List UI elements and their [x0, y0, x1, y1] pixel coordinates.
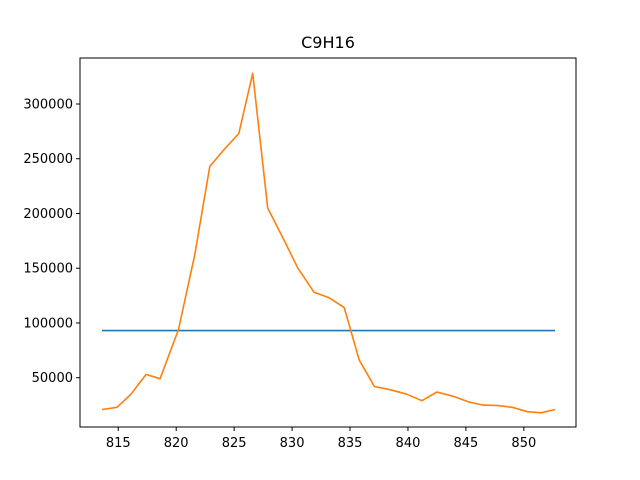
y-tick-label: 150000: [23, 262, 73, 277]
x-tick-label: 825: [222, 436, 247, 451]
series-layer: [101, 72, 556, 414]
x-tick-label: 840: [396, 436, 421, 451]
plot-frame: [79, 57, 577, 428]
series-line-2: [101, 72, 556, 414]
axis-layer: 815 820 825 830 835 840 845 850 50000 100000 15000…: [23, 97, 536, 451]
x-tick-label: 815: [106, 436, 131, 451]
y-tick-label: 50000: [32, 371, 73, 386]
y-tick-label: 100000: [23, 316, 73, 331]
x-tick-label: 830: [280, 436, 305, 451]
x-tick-label: 820: [164, 436, 189, 451]
x-tick-label: 850: [511, 436, 536, 451]
y-tick-label: 250000: [23, 152, 73, 167]
x-tick-label: 845: [453, 436, 478, 451]
x-tick-label: 835: [338, 436, 363, 451]
y-tick-label: 300000: [23, 97, 73, 112]
chart-title: C9H16: [301, 33, 355, 52]
y-tick-label: 200000: [23, 207, 73, 222]
plot-area: [80, 58, 576, 427]
